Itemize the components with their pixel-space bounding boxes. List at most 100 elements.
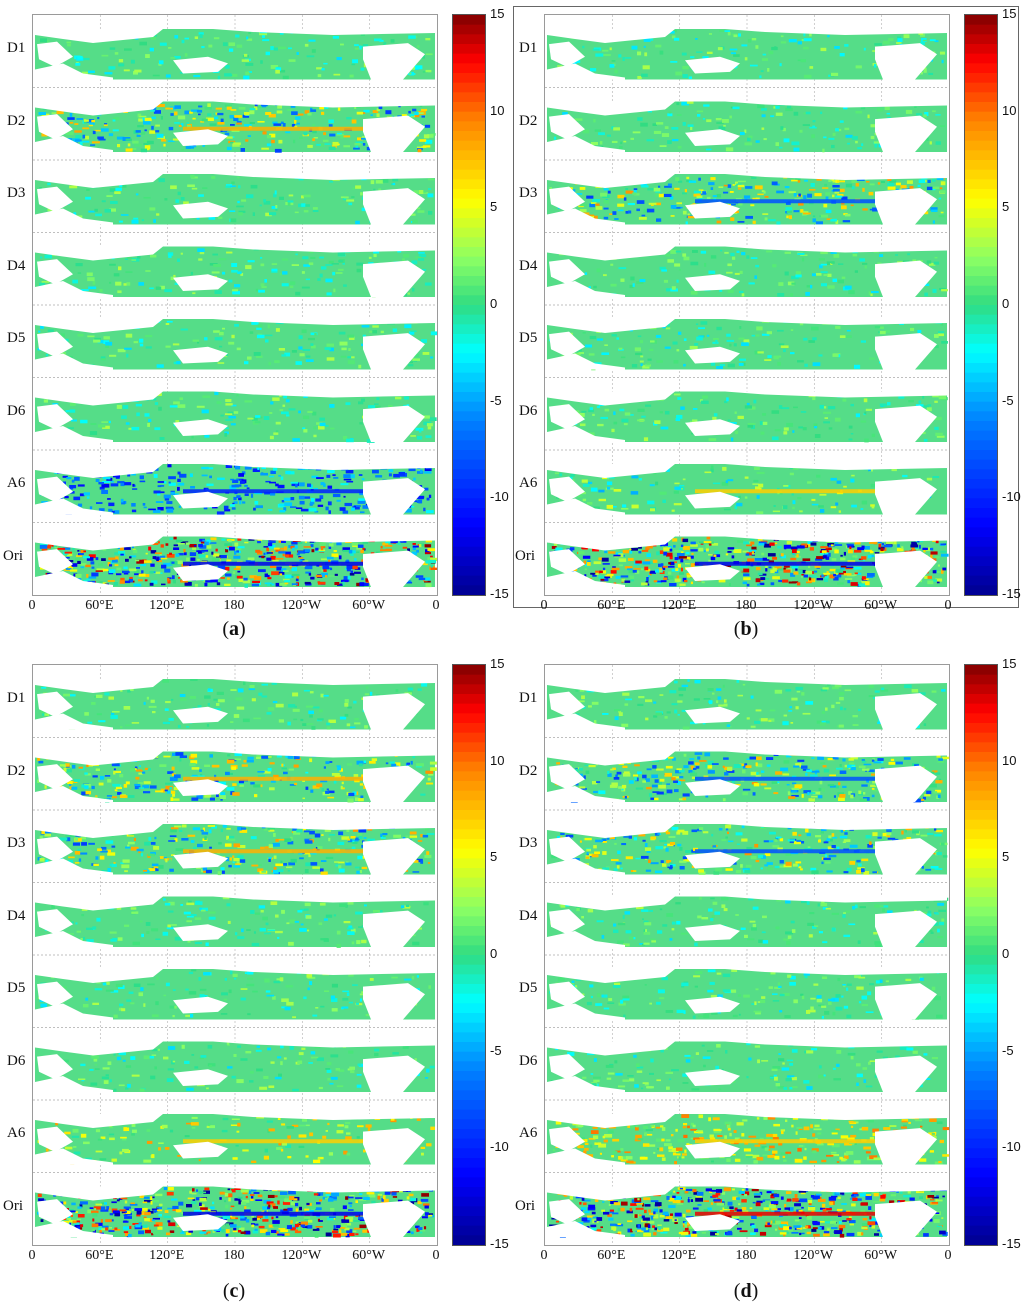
anomaly-speck [771, 181, 778, 186]
anomaly-speck [251, 698, 256, 702]
anomaly-speck [348, 202, 353, 206]
anomaly-speck [639, 279, 646, 283]
colorbar-tick-label: -10 [490, 489, 509, 505]
anomaly-speck [896, 548, 904, 552]
anomaly-speck [749, 64, 758, 67]
anomaly-speck [378, 105, 383, 110]
map-row-d1 [547, 29, 947, 80]
anomaly-speck [739, 270, 743, 274]
anomaly-speck [340, 355, 347, 358]
anomaly-speck [402, 258, 405, 263]
anomaly-speck [307, 112, 312, 116]
anomaly-speck [160, 544, 164, 548]
land-mask [685, 56, 740, 74]
anomaly-speck [654, 420, 661, 424]
colorbar-step [965, 218, 997, 229]
anomaly-speck [346, 480, 354, 483]
anomaly-speck [683, 256, 690, 261]
anomaly-speck [278, 475, 281, 477]
land-mask [37, 404, 73, 430]
anomaly-speck [150, 550, 157, 554]
anomaly-speck [837, 280, 844, 284]
anomaly-speck [622, 549, 630, 554]
anomaly-speck [158, 178, 165, 183]
anomaly-speck [243, 53, 248, 57]
anomaly-speck [216, 794, 219, 797]
anomaly-speck [289, 784, 296, 786]
anomaly-speck [659, 50, 664, 55]
anomaly-speck [315, 498, 322, 502]
anomaly-speck [803, 112, 808, 115]
anomaly-speck [638, 217, 647, 220]
anomaly-speck [755, 334, 760, 337]
anomaly-speck [291, 124, 295, 127]
anomaly-speck [606, 581, 612, 584]
anomaly-speck [872, 50, 877, 52]
anomaly-speck [213, 698, 218, 701]
anomaly-speck [241, 199, 247, 202]
anomaly-speck [163, 494, 171, 499]
anomaly-speck [398, 472, 405, 476]
anomaly-speck [135, 193, 139, 196]
anomaly-speck [111, 510, 115, 513]
anomaly-speck [177, 404, 186, 408]
anomaly-speck [323, 132, 326, 136]
anomaly-speck [189, 544, 197, 548]
anomaly-speck [310, 109, 317, 112]
anomaly-speck [406, 361, 413, 364]
anomaly-speck [145, 574, 150, 578]
row-label: A6 [519, 475, 538, 491]
land-mask [37, 331, 73, 357]
anomaly-speck [150, 699, 155, 703]
anomaly-speck [739, 290, 744, 294]
anomaly-speck [713, 554, 717, 557]
anomaly-speck [785, 107, 793, 112]
anomaly-speck [64, 557, 70, 559]
anomaly-speck [640, 122, 648, 127]
anomaly-speck [114, 191, 121, 194]
land-mask [37, 41, 73, 67]
colorbar-step [965, 363, 997, 374]
anomaly-speck [582, 484, 590, 487]
anomaly-speck [269, 412, 273, 414]
anomaly-speck [276, 755, 282, 758]
anomaly-speck [814, 565, 821, 568]
anomaly-speck [866, 575, 874, 578]
anomaly-speck [216, 703, 220, 706]
anomaly-speck [141, 570, 144, 574]
anomaly-speck [786, 215, 789, 219]
anomaly-speck [674, 263, 681, 267]
anomaly-speck [285, 470, 291, 475]
anomaly-speck [834, 571, 838, 575]
land-mask [685, 564, 740, 581]
anomaly-speck [803, 574, 808, 578]
anomaly-speck [312, 411, 317, 416]
anomaly-speck [691, 432, 694, 435]
colorbar-step [453, 372, 485, 383]
anomaly-speck [294, 211, 299, 214]
colorbar-step [965, 527, 997, 538]
anomaly-speck [237, 570, 241, 573]
anomaly-speck [175, 199, 180, 203]
anomaly-speck [254, 106, 258, 111]
anomaly-speck [814, 426, 818, 429]
anomaly-speck [351, 63, 356, 66]
colorbar-step [453, 73, 485, 84]
anomaly-speck [661, 133, 670, 137]
anomaly-speck [596, 338, 603, 341]
anomaly-speck [670, 215, 675, 217]
anomaly-speck [855, 140, 858, 144]
anomaly-speck [204, 434, 210, 438]
anomaly-speck [764, 195, 769, 198]
colorbar-step [965, 450, 997, 461]
anomaly-speck [602, 49, 609, 52]
colorbar-step [965, 208, 997, 219]
anomaly-speck [168, 140, 175, 142]
anomaly-speck [933, 261, 940, 265]
anomaly-speck [861, 576, 866, 580]
anomaly-speck [69, 491, 75, 494]
anomaly-speck [294, 119, 297, 124]
anomaly-speck [932, 476, 940, 478]
anomaly-speck [208, 44, 213, 48]
anomaly-speck [756, 511, 764, 514]
